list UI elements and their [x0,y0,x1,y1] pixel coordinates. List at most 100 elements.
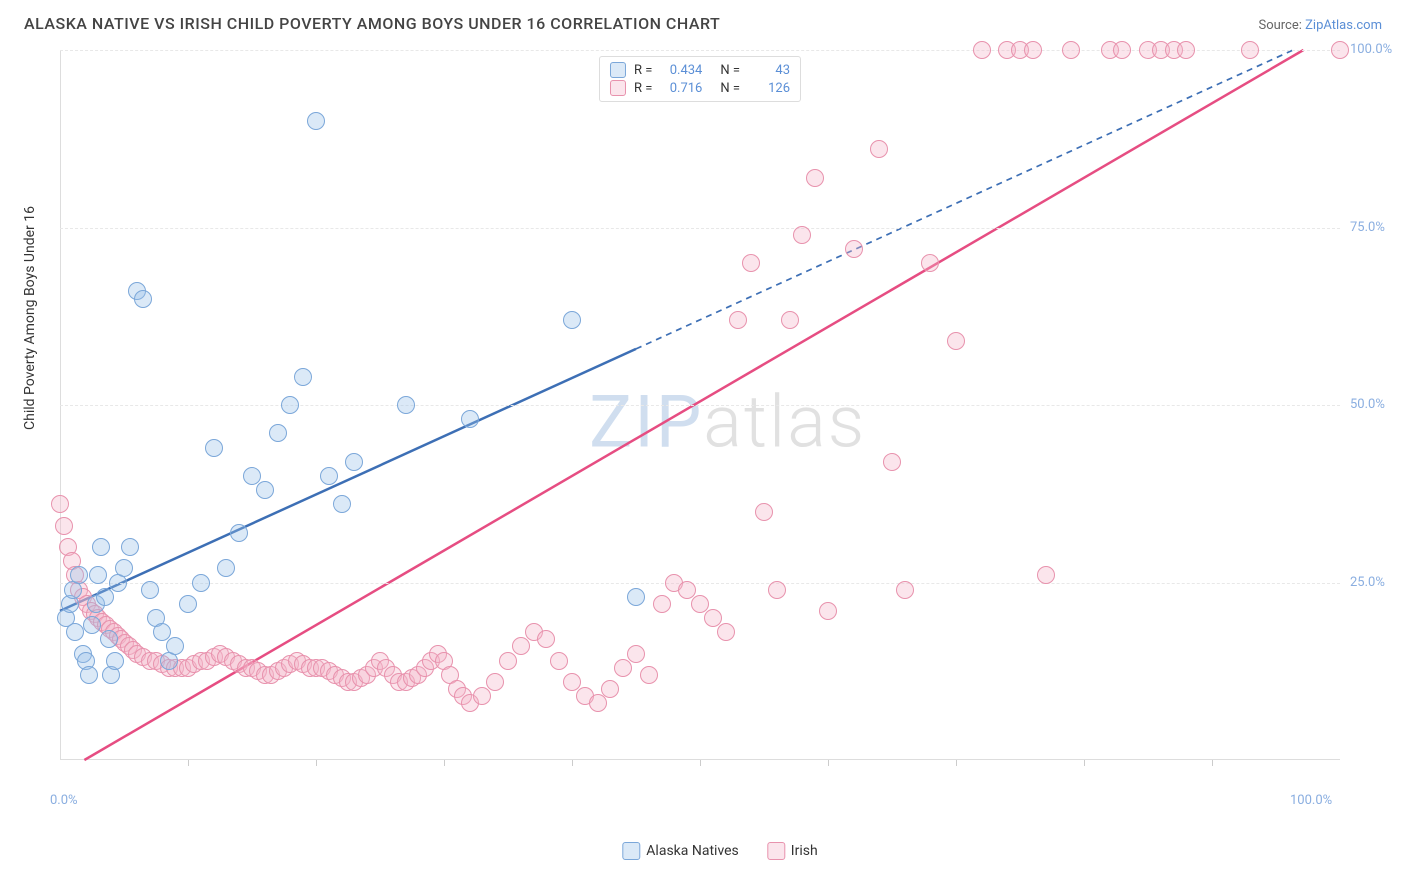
stats-row: R =0.716N =126 [610,80,790,96]
scatter-point [320,467,338,485]
scatter-point [217,559,235,577]
scatter-point [269,662,287,680]
scatter-point [550,652,568,670]
scatter-point [377,659,395,677]
scatter-point [345,673,363,691]
scatter-point [627,588,645,606]
scatter-point [78,595,96,613]
scatter-point [563,673,581,691]
scatter-point [185,655,203,673]
scatter-point [448,680,466,698]
legend-item: Alaska Natives [622,842,739,860]
legend-label: Alaska Natives [646,843,739,859]
r-label: R = [634,81,652,96]
scatter-point [97,616,115,634]
series-swatch [610,80,626,96]
scatter-point [120,637,138,655]
scatter-point [205,648,223,666]
scatter-point [87,595,105,613]
scatter-point [61,595,79,613]
trend-line-solid [60,349,636,611]
stats-row: R =0.434N =43 [610,62,790,78]
scatter-point [82,602,100,620]
n-label: N = [720,63,740,78]
scatter-point [59,538,77,556]
scatter-point [166,637,184,655]
legend: Alaska Natives Irish [622,842,817,860]
scatter-point [102,666,120,684]
scatter-point [403,669,421,687]
scatter-point [473,687,491,705]
scatter-point [371,652,389,670]
legend-swatch [767,842,785,860]
r-value: 0.434 [660,63,702,78]
scatter-point [806,169,824,187]
scatter-point [742,254,760,272]
scatter-point [83,616,101,634]
y-axis-label: Child Poverty Among Boys Under 16 [22,206,38,430]
scatter-point [384,666,402,684]
watermark-atlas: atlas [703,380,866,465]
scatter-point [112,630,130,648]
scatter-point [358,666,376,684]
scatter-point [66,623,84,641]
x-tick-label: 100.0% [1290,793,1332,808]
scatter-point [128,282,146,300]
scatter-point [92,538,110,556]
scatter-point [301,659,319,677]
scatter-point [153,623,171,641]
n-value: 126 [748,81,790,96]
scatter-point [89,609,107,627]
scatter-point [160,659,178,677]
scatter-point [486,673,504,691]
legend-label: Irish [791,843,818,859]
n-value: 43 [748,63,790,78]
y-tick-label: 100.0% [1350,42,1392,57]
legend-item: Irish [767,842,818,860]
legend-swatch [622,842,640,860]
scatter-point [691,595,709,613]
scatter-point [435,652,453,670]
gridline [60,583,1340,584]
scatter-point [409,666,427,684]
scatter-point [262,666,280,684]
scatter-point [256,481,274,499]
x-tick [572,760,573,766]
scatter-point [320,662,338,680]
scatter-point [781,311,799,329]
scatter-point [461,694,479,712]
chart-title: ALASKA NATIVE VS IRISH CHILD POVERTY AMO… [24,14,720,33]
scatter-point [153,655,171,673]
scatter-point [499,652,517,670]
series-swatch [610,62,626,78]
scatter-point [326,666,344,684]
scatter-point [116,634,134,652]
scatter-point [230,655,248,673]
scatter-point [333,495,351,513]
gridline [60,405,1340,406]
scatter-point [755,503,773,521]
scatter-point [429,645,447,663]
scatter-point [74,588,92,606]
scatter-point [192,652,210,670]
scatter-point [77,652,95,670]
scatter-point [589,694,607,712]
source-link[interactable]: ZipAtlas.com [1305,18,1382,33]
y-tick-label: 75.0% [1350,220,1385,235]
scatter-point [179,595,197,613]
scatter-point [243,659,261,677]
scatter-point [307,112,325,130]
scatter-point [101,620,119,638]
scatter-point [640,666,658,684]
scatter-point [512,637,530,655]
scatter-point [217,648,235,666]
gridline [60,228,1340,229]
scatter-point [160,652,178,670]
scatter-point [422,652,440,670]
scatter-point [525,623,543,641]
scatter-point [121,538,139,556]
x-tick [316,760,317,766]
scatter-point [134,648,152,666]
watermark-zip: ZIP [589,380,703,465]
scatter-point [249,662,267,680]
